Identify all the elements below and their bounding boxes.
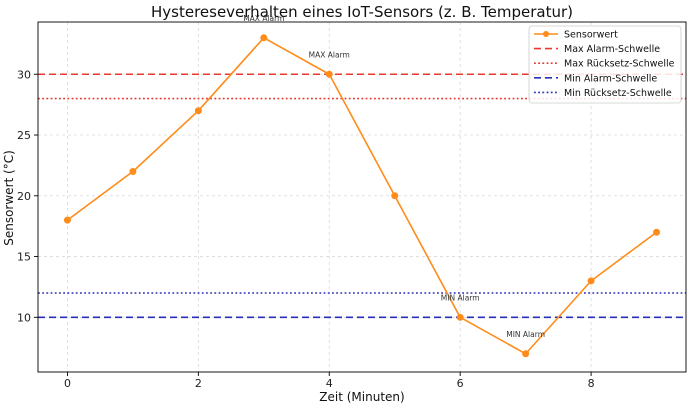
axis-layer: 0 2 4 6 8 10 15 20 25 30 xyxy=(17,21,687,390)
x-axis-label: Zeit (Minuten) xyxy=(319,390,404,404)
data-point xyxy=(194,107,202,115)
legend-items: Sensorwert Max Alarm-Schwelle Max Rücksetz… xyxy=(534,30,675,99)
y-axis-label: Sensorwert (°C) xyxy=(2,150,16,246)
series-line xyxy=(66,36,658,355)
y-tick-label: 20 xyxy=(17,190,31,203)
x-tick-label: 8 xyxy=(588,377,595,390)
data-point xyxy=(456,313,464,321)
plot-frame xyxy=(37,21,687,373)
y-tick-label: 10 xyxy=(17,311,31,324)
data-point xyxy=(522,350,530,358)
legend-label: Sensorwert xyxy=(564,30,618,41)
annotation-label: MAX Alarm xyxy=(309,50,350,59)
data-point xyxy=(129,167,137,175)
data-point xyxy=(587,277,595,285)
annotation-layer: MAX Alarm MAX Alarm MIN Alarm MIN Alarm xyxy=(243,14,545,339)
x-tick-label: 2 xyxy=(195,377,202,390)
y-tick-label: 30 xyxy=(17,68,31,81)
legend-label: Max Alarm-Schwelle xyxy=(564,44,660,55)
y-tick-label: 25 xyxy=(17,129,31,142)
legend: Sensorwert Max Alarm-Schwelle Max Rücksetz… xyxy=(528,25,682,104)
legend-label: Min Alarm-Schwelle xyxy=(564,73,657,84)
series-layer xyxy=(63,34,661,358)
legend-label: Max Rücksetz-Schwelle xyxy=(564,59,675,70)
x-tick-label: 4 xyxy=(326,377,333,390)
annotation-label: MAX Alarm xyxy=(243,14,284,23)
y-tick-label: 15 xyxy=(17,251,31,264)
annotation-label: MIN Alarm xyxy=(506,330,545,339)
legend-box xyxy=(528,25,682,104)
x-tick-label: 6 xyxy=(457,377,464,390)
data-point xyxy=(260,34,268,42)
annotation-label: MIN Alarm xyxy=(441,293,480,302)
x-tick-label: 0 xyxy=(64,377,71,390)
legend-marker xyxy=(543,31,549,37)
data-point xyxy=(653,228,661,236)
data-point xyxy=(325,70,333,78)
data-point xyxy=(63,216,71,224)
chart-title: Hystereseverhalten eines IoT-Sensors (z.… xyxy=(151,3,573,21)
legend-label: Min Rücksetz-Schwelle xyxy=(564,88,672,99)
data-point xyxy=(391,192,399,200)
